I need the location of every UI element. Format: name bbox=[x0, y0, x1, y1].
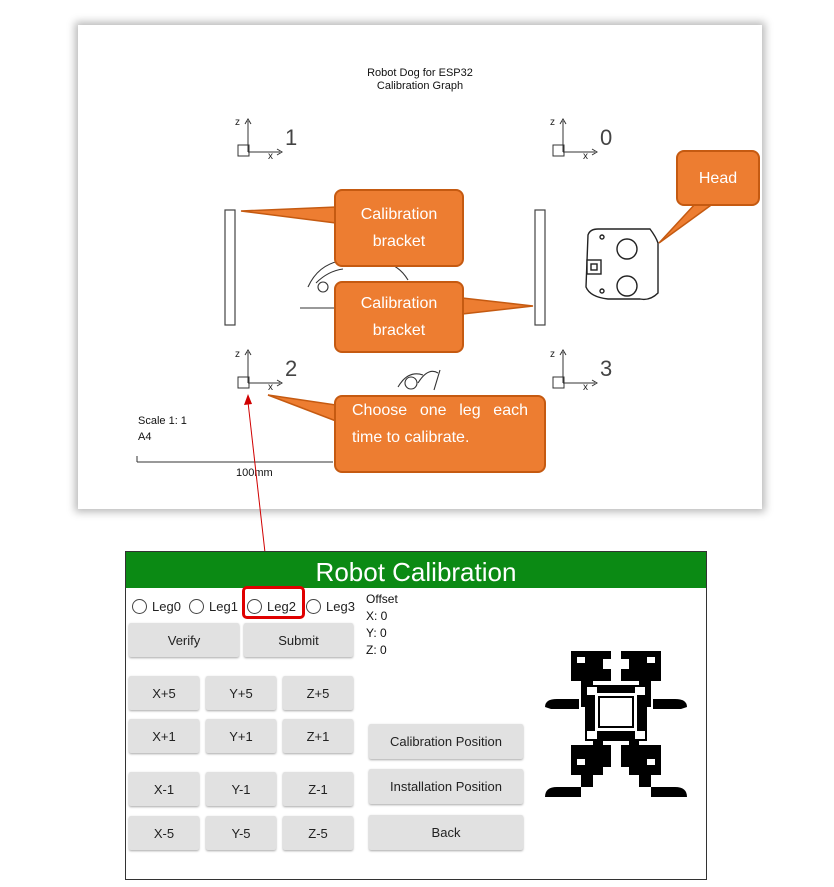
leg-number-0: 0 bbox=[600, 125, 613, 150]
radio-circle-icon bbox=[247, 598, 262, 614]
leg0-axes bbox=[552, 118, 598, 157]
bracket-top-callout-line1: Calibration bbox=[360, 206, 438, 223]
bracket-bottom-callout-tail bbox=[461, 297, 534, 315]
head-drawing bbox=[585, 228, 659, 301]
bracket-left bbox=[224, 209, 236, 326]
leg-number-1: 1 bbox=[285, 125, 298, 150]
radio-circle-icon bbox=[306, 598, 321, 614]
choose-callout-line2: time to calibrate. bbox=[352, 429, 470, 446]
calibration-sheet: Robot Dog for ESP32 Calibration Graph 1 … bbox=[78, 25, 762, 509]
calibration-position-button[interactable]: Calibration Position bbox=[369, 724, 523, 759]
leg3-radio[interactable]: Leg3 bbox=[306, 596, 355, 616]
leg2-radio-label: Leg2 bbox=[267, 598, 296, 614]
z-plus-1-button[interactable]: Z+1 bbox=[283, 719, 353, 753]
app-header: Robot Calibration bbox=[126, 552, 706, 588]
x-plus-5-button[interactable]: X+5 bbox=[129, 676, 199, 710]
radio-circle-icon bbox=[189, 598, 204, 614]
x-minus-5-button[interactable]: X-5 bbox=[129, 816, 199, 850]
y-minus-5-button[interactable]: Y-5 bbox=[206, 816, 276, 850]
bracket-top-callout-tail bbox=[240, 206, 337, 224]
axis-x-label-3: x bbox=[583, 382, 588, 393]
z-minus-1-button[interactable]: Z-1 bbox=[283, 772, 353, 806]
choose-callout-tail bbox=[267, 394, 337, 423]
offset-y-value: Y: 0 bbox=[366, 626, 387, 640]
y-plus-1-button[interactable]: Y+1 bbox=[206, 719, 276, 753]
leg-number-2: 2 bbox=[285, 356, 298, 381]
bracket-bottom-callout-line2: bracket bbox=[372, 322, 426, 339]
bracket-top-callout-line2: bracket bbox=[372, 233, 426, 250]
radio-circle-icon bbox=[132, 598, 147, 614]
submit-button[interactable]: Submit bbox=[244, 623, 353, 657]
bracket-bottom-callout: Calibration bracket bbox=[334, 281, 464, 353]
leg0-radio-label: Leg0 bbox=[152, 598, 181, 614]
offset-z-value: Z: 0 bbox=[366, 643, 387, 657]
sheet-subtitle: Calibration Graph bbox=[376, 80, 464, 92]
x-plus-1-button[interactable]: X+1 bbox=[129, 719, 199, 753]
leg1-axes bbox=[237, 118, 283, 157]
axis-z-label-0: z bbox=[550, 117, 555, 128]
leg-number-3: 3 bbox=[600, 356, 613, 381]
leg1-radio[interactable]: Leg1 bbox=[189, 596, 238, 616]
robot-calibration-window: Robot Calibration Leg0 Leg1 Leg2 Leg3 Of… bbox=[125, 551, 707, 880]
sheet-title: Robot Dog for ESP32 bbox=[367, 67, 473, 79]
leg2-highlight-box bbox=[242, 586, 305, 619]
choose-leg-callout: Choose one leg each time to calibrate. bbox=[334, 395, 546, 473]
leg1-radio-label: Leg1 bbox=[209, 598, 238, 614]
back-button[interactable]: Back bbox=[369, 815, 523, 850]
leg2-radio[interactable]: Leg2 bbox=[247, 596, 296, 616]
leg2-axes bbox=[237, 349, 283, 389]
choose-callout-line1: Choose one leg each bbox=[352, 402, 528, 419]
bracket-right bbox=[534, 209, 546, 326]
y-plus-5-button[interactable]: Y+5 bbox=[206, 676, 276, 710]
leg3-radio-label: Leg3 bbox=[326, 598, 355, 614]
axis-z-label-1: z bbox=[235, 117, 240, 128]
x-minus-1-button[interactable]: X-1 bbox=[129, 772, 199, 806]
scale-label: Scale 1: 1 bbox=[138, 415, 187, 427]
axis-x-label-0: x bbox=[583, 151, 588, 162]
offset-label: Offset bbox=[366, 592, 398, 606]
bracket-bottom-callout-line1: Calibration bbox=[360, 295, 438, 312]
y-minus-1-button[interactable]: Y-1 bbox=[206, 772, 276, 806]
axis-z-label-3: z bbox=[550, 349, 555, 360]
axis-x-label-2: x bbox=[268, 382, 273, 393]
leg3-axes bbox=[552, 349, 598, 389]
axis-x-label-1: x bbox=[268, 151, 273, 162]
ruler-label: 100mm bbox=[236, 467, 273, 479]
verify-button[interactable]: Verify bbox=[129, 623, 239, 657]
paper-size-label: A4 bbox=[138, 431, 152, 443]
installation-position-button[interactable]: Installation Position bbox=[369, 769, 523, 804]
z-minus-5-button[interactable]: Z-5 bbox=[283, 816, 353, 850]
head-callout: Head bbox=[676, 150, 760, 206]
bracket-top-callout: Calibration bracket bbox=[334, 189, 464, 267]
robot-top-view-icon bbox=[545, 651, 687, 797]
scale-ruler bbox=[136, 456, 333, 463]
head-callout-tail bbox=[658, 202, 717, 244]
axis-z-label-2: z bbox=[235, 349, 240, 360]
z-plus-5-button[interactable]: Z+5 bbox=[283, 676, 353, 710]
offset-x-value: X: 0 bbox=[366, 609, 388, 623]
leg0-radio[interactable]: Leg0 bbox=[132, 596, 181, 616]
head-callout-text: Head bbox=[698, 169, 738, 187]
